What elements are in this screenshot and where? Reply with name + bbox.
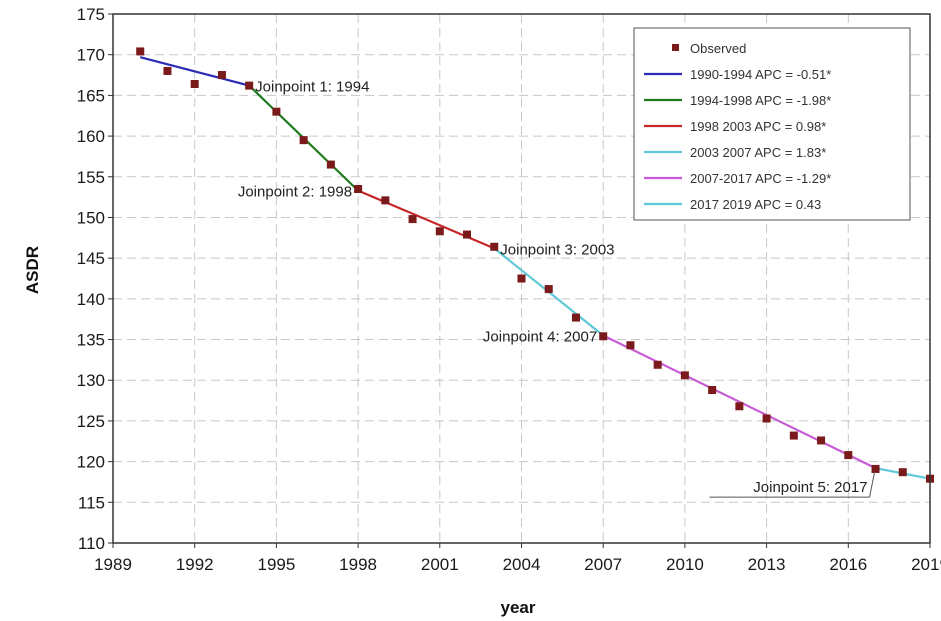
legend-marker-observed [672,44,679,51]
legend-label: 2017 2019 APC = 0.43 [690,197,821,212]
observed-point [490,242,499,251]
observed-points [136,47,934,483]
observed-point [354,184,363,193]
joinpoint-label-3: Joinpoint 3: 2003 [500,241,614,258]
y-tick-label: 140 [77,290,105,309]
y-tick-label: 135 [77,331,105,350]
trend-segment-5 [602,334,877,470]
observed-point [817,436,826,445]
y-tick-label: 110 [78,534,105,553]
x-tick-label: 1995 [257,555,295,574]
legend-label: 1998 2003 APC = 0.98* [690,119,826,134]
observed-point [272,107,281,116]
observed-point [735,402,744,411]
observed-point [326,160,335,169]
joinpoint-label-5: Joinpoint 5: 2017 [753,479,867,496]
observed-point [408,215,417,224]
observed-point [435,227,444,236]
observed-point [762,414,771,423]
observed-point [190,79,199,88]
observed-point [844,451,853,460]
y-tick-label: 115 [78,493,105,512]
legend-label: 1994-1998 APC = -1.98* [690,93,831,108]
y-tick-label: 145 [77,249,105,268]
y-tick-label: 165 [77,86,105,105]
observed-point [871,464,880,473]
observed-point [544,285,553,294]
joinpoint-label-2: Joinpoint 2: 1998 [238,184,352,201]
x-tick-label: 1989 [94,555,132,574]
x-axis-title: year [501,598,536,617]
joinpoint-annotations: Joinpoint 1: 1994 Joinpoint 2: 1998 Joinpo… [238,79,876,498]
x-tick-label: 1998 [339,555,377,574]
x-tick-label: 2010 [666,555,704,574]
observed-point [898,468,907,477]
x-tick-label: 1992 [176,555,214,574]
legend-box [633,27,911,221]
observed-point [708,385,717,394]
observed-point [517,274,526,283]
y-tick-label: 175 [77,5,105,24]
y-tick-label: 150 [77,208,105,227]
joinpoint-label-4: Joinpoint 4: 2007 [483,328,597,345]
legend-label: 2007-2017 APC = -1.29* [690,171,831,186]
legend: Observed 1990-1994 APC = -0.51* 1994-1998 … [633,27,911,221]
legend-label: 1990-1994 APC = -0.51* [690,67,831,82]
x-tick-label: 2001 [421,555,459,574]
y-tick-label: 170 [77,46,105,65]
x-tick-label: 2019 [911,555,941,574]
y-tick-label: 160 [77,127,105,146]
x-tick-label: 2016 [829,555,867,574]
observed-point [217,71,226,80]
observed-point [299,136,308,145]
gridlines [113,14,930,543]
observed-point [136,47,145,56]
observed-point [626,341,635,350]
y-tick-label: 120 [77,453,105,472]
observed-point [789,431,798,440]
trend-segment-3 [357,189,495,250]
observed-point [653,360,662,369]
x-tick-label: 2013 [748,555,786,574]
observed-point [381,196,390,205]
y-tick-label: 130 [77,371,105,390]
observed-point [680,371,689,380]
annotation-leader [869,472,876,498]
trend-segment-1 [139,56,250,87]
observed-point [463,230,472,239]
observed-point [163,66,172,75]
joinpoint-label-1: Joinpoint 1: 1994 [255,79,369,96]
x-tick-label: 2004 [503,555,541,574]
y-tick-label: 125 [77,412,105,431]
y-tick-label: 155 [77,168,105,187]
x-tick-label: 2007 [584,555,622,574]
y-axis-title: ASDR [23,246,42,294]
axis-ticks: 1989 1992 1995 1998 2001 2004 2007 2010 2013 2016… [77,5,941,574]
legend-label: 2003 2007 APC = 1.83* [690,145,826,160]
observed-point [245,81,254,90]
observed-point [599,332,608,341]
legend-label: Observed [690,41,746,56]
observed-point [571,313,580,322]
